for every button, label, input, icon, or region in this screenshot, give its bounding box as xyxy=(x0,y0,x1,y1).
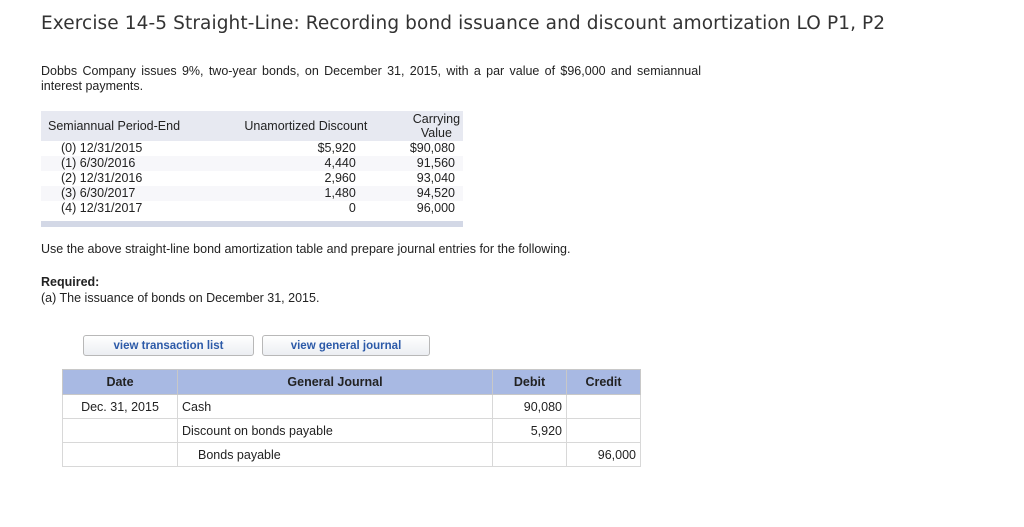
amortization-row: (3) 6/30/2017 1,480 94,520 xyxy=(41,186,463,201)
period-cell: (4) 12/31/2017 xyxy=(61,201,143,215)
journal-header-date: Date xyxy=(62,369,178,395)
view-general-journal-button[interactable]: view general journal xyxy=(262,335,430,356)
discount-cell: 2,960 xyxy=(324,171,356,185)
general-journal-table: Date General Journal Debit Credit Dec. 3… xyxy=(62,369,641,467)
discount-cell: $5,920 xyxy=(317,141,356,155)
discount-cell: 1,480 xyxy=(201,186,410,201)
journal-debit-cell[interactable]: 5,920 xyxy=(492,418,567,443)
journal-date-cell[interactable] xyxy=(62,442,178,467)
journal-date-cell[interactable] xyxy=(62,418,178,443)
journal-header-debit: Debit xyxy=(492,369,567,395)
journal-row: Bonds payable 96,000 xyxy=(62,442,641,467)
period-cell: (0) 12/31/2015 xyxy=(61,141,143,155)
amortization-header-carrying: Carrying Value xyxy=(409,111,463,141)
amortization-table: Semiannual Period-End Unamortized Discou… xyxy=(41,111,463,216)
journal-account-cell[interactable]: Discount on bonds payable xyxy=(177,418,493,443)
journal-header-account: General Journal xyxy=(177,369,493,395)
journal-credit-cell[interactable]: 96,000 xyxy=(566,442,641,467)
amortization-row: (1) 6/30/2016 4,440 91,560 xyxy=(41,156,463,171)
journal-debit-cell[interactable] xyxy=(492,442,567,467)
journal-row: Dec. 31, 2015 Cash 90,080 xyxy=(62,394,641,419)
discount-cell: 0 xyxy=(348,201,356,215)
journal-account-cell[interactable]: Bonds payable xyxy=(177,442,493,467)
amortization-row: (2) 12/31/2016 2,960 93,040 xyxy=(41,171,463,186)
page-title: Exercise 14-5 Straight-Line: Recording b… xyxy=(41,13,886,34)
view-transaction-list-button[interactable]: view transaction list xyxy=(83,335,254,356)
period-cell: (1) 6/30/2016 xyxy=(41,156,202,171)
carrying-cell: 91,560 xyxy=(409,156,463,171)
journal-credit-cell[interactable] xyxy=(566,394,641,419)
instruction-text: Use the above straight-line bond amortiz… xyxy=(41,242,571,256)
carrying-cell: 96,000 xyxy=(416,201,455,215)
journal-debit-cell[interactable]: 90,080 xyxy=(492,394,567,419)
discount-cell: 4,440 xyxy=(201,156,410,171)
period-cell: (3) 6/30/2017 xyxy=(41,186,202,201)
journal-row: Discount on bonds payable 5,920 xyxy=(62,418,641,443)
problem-intro: Dobbs Company issues 9%, two-year bonds,… xyxy=(41,64,701,93)
period-cell: (2) 12/31/2016 xyxy=(61,171,143,185)
carrying-cell: 93,040 xyxy=(416,171,455,185)
amortization-header-row: Semiannual Period-End Unamortized Discou… xyxy=(41,111,463,141)
amortization-row: (0) 12/31/2015 $5,920 $90,080 xyxy=(41,141,463,156)
carrying-cell: $90,080 xyxy=(409,141,455,155)
journal-credit-cell[interactable] xyxy=(566,418,641,443)
carrying-cell: 94,520 xyxy=(409,186,463,201)
journal-date-cell[interactable]: Dec. 31, 2015 xyxy=(62,394,178,419)
journal-header-row: Date General Journal Debit Credit xyxy=(62,369,641,395)
journal-account-cell[interactable]: Cash xyxy=(177,394,493,419)
amortization-table-container: Semiannual Period-End Unamortized Discou… xyxy=(41,111,463,227)
journal-header-credit: Credit xyxy=(566,369,641,395)
required-label: Required: xyxy=(41,275,100,289)
amortization-header-period: Semiannual Period-End xyxy=(41,111,202,141)
amortization-row: (4) 12/31/2017 0 96,000 xyxy=(41,201,463,216)
required-part-a: (a) The issuance of bonds on December 31… xyxy=(41,291,320,305)
amortization-header-discount: Unamortized Discount xyxy=(201,111,410,141)
